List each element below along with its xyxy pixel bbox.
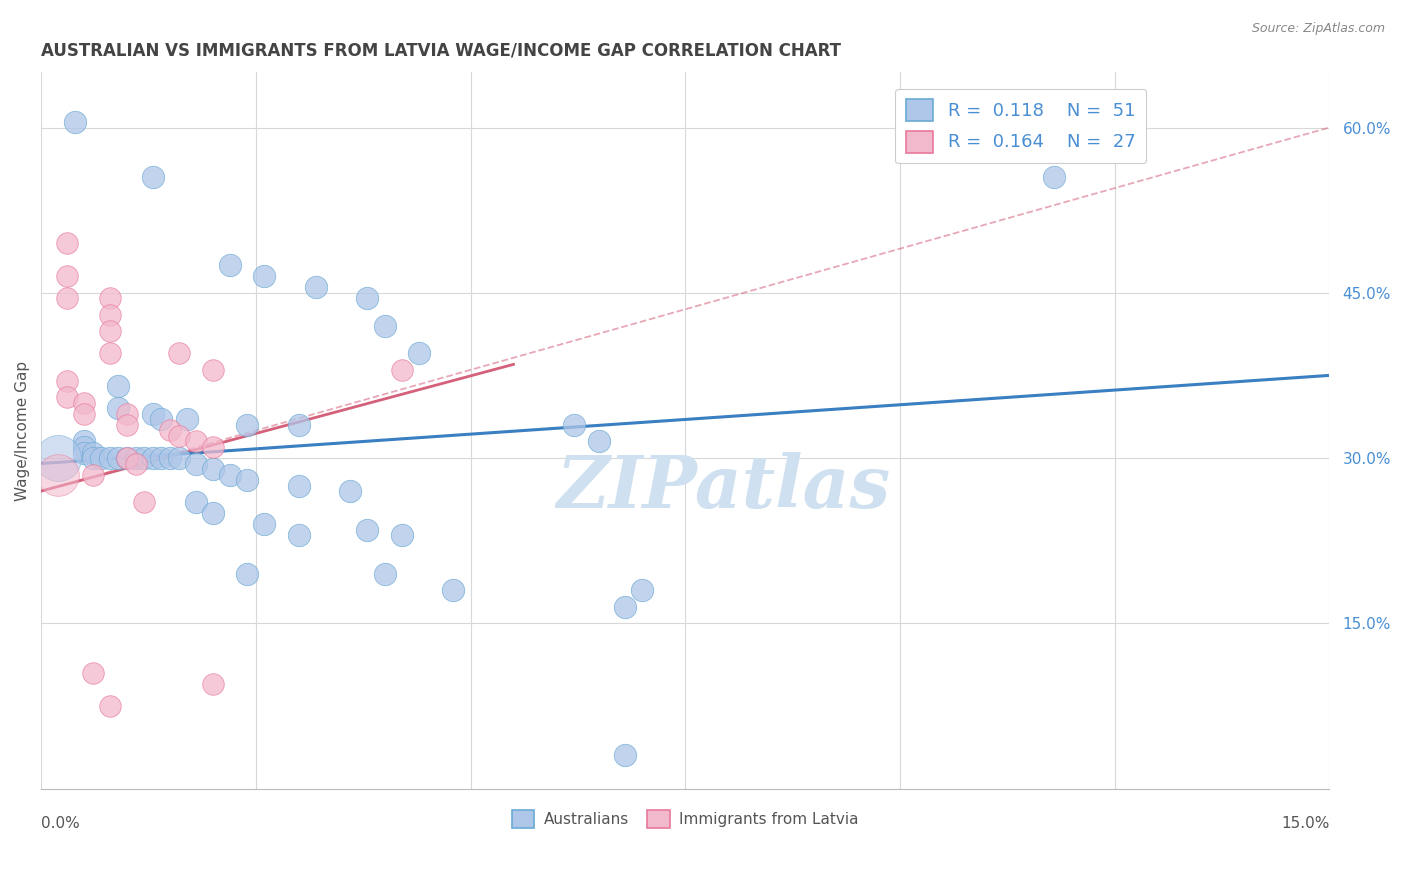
Y-axis label: Wage/Income Gap: Wage/Income Gap [15, 360, 30, 500]
Point [56, 391, 79, 405]
Point [65, 115, 87, 129]
Point [90, 450, 112, 465]
Point [339, 484, 361, 499]
Point [46, 467, 69, 482]
Point [115, 450, 138, 465]
Point [236, 417, 259, 432]
Point [391, 363, 413, 377]
Point [441, 583, 464, 598]
Point [98, 698, 121, 713]
Point [56, 291, 79, 305]
Point [236, 566, 259, 581]
Point [98, 324, 121, 338]
Point [107, 379, 129, 393]
Point [56, 374, 79, 388]
Point [287, 417, 309, 432]
Point [107, 401, 129, 416]
Point [159, 424, 181, 438]
Point [356, 291, 378, 305]
Point [167, 450, 190, 465]
Point [631, 583, 654, 598]
Point [142, 170, 165, 185]
Point [253, 517, 276, 532]
Point [124, 457, 146, 471]
Point [201, 363, 224, 377]
Point [588, 434, 610, 449]
Text: 0.0%: 0.0% [41, 816, 80, 831]
Point [73, 440, 96, 454]
Point [236, 473, 259, 487]
Point [159, 450, 181, 465]
Point [201, 462, 224, 476]
Point [98, 291, 121, 305]
Point [201, 506, 224, 520]
Point [73, 407, 96, 421]
Point [73, 445, 96, 459]
Point [374, 318, 396, 333]
Point [219, 467, 242, 482]
Point [374, 566, 396, 581]
Point [98, 308, 121, 322]
Point [167, 429, 190, 443]
Point [1043, 170, 1066, 185]
Point [253, 269, 276, 284]
Point [167, 346, 190, 360]
Point [115, 450, 138, 465]
Point [134, 495, 156, 509]
Point [614, 599, 637, 614]
Text: Source: ZipAtlas.com: Source: ZipAtlas.com [1251, 22, 1385, 36]
Point [73, 396, 96, 410]
Point [98, 450, 121, 465]
Point [142, 450, 165, 465]
Point [82, 665, 104, 680]
Point [176, 412, 198, 426]
Point [56, 269, 79, 284]
Point [287, 478, 309, 492]
Point [82, 467, 104, 482]
Point [73, 434, 96, 449]
Point [201, 677, 224, 691]
Point [184, 495, 207, 509]
Point [391, 528, 413, 542]
Text: 15.0%: 15.0% [1281, 816, 1329, 831]
Point [98, 346, 121, 360]
Point [107, 450, 129, 465]
Point [150, 412, 173, 426]
Legend: Australians, Immigrants from Latvia: Australians, Immigrants from Latvia [506, 804, 865, 835]
Point [184, 434, 207, 449]
Point [408, 346, 430, 360]
Point [305, 280, 328, 294]
Point [56, 236, 79, 251]
Point [614, 748, 637, 763]
Point [184, 457, 207, 471]
Point [356, 523, 378, 537]
Text: AUSTRALIAN VS IMMIGRANTS FROM LATVIA WAGE/INCOME GAP CORRELATION CHART: AUSTRALIAN VS IMMIGRANTS FROM LATVIA WAG… [41, 42, 841, 60]
Point [134, 450, 156, 465]
Point [46, 450, 69, 465]
Point [115, 407, 138, 421]
Point [150, 450, 173, 465]
Point [82, 445, 104, 459]
Point [287, 528, 309, 542]
Point [82, 450, 104, 465]
Point [562, 417, 585, 432]
Point [142, 407, 165, 421]
Text: ZIPatlas: ZIPatlas [557, 452, 891, 524]
Point [124, 450, 146, 465]
Point [219, 258, 242, 272]
Point [115, 417, 138, 432]
Point [201, 440, 224, 454]
